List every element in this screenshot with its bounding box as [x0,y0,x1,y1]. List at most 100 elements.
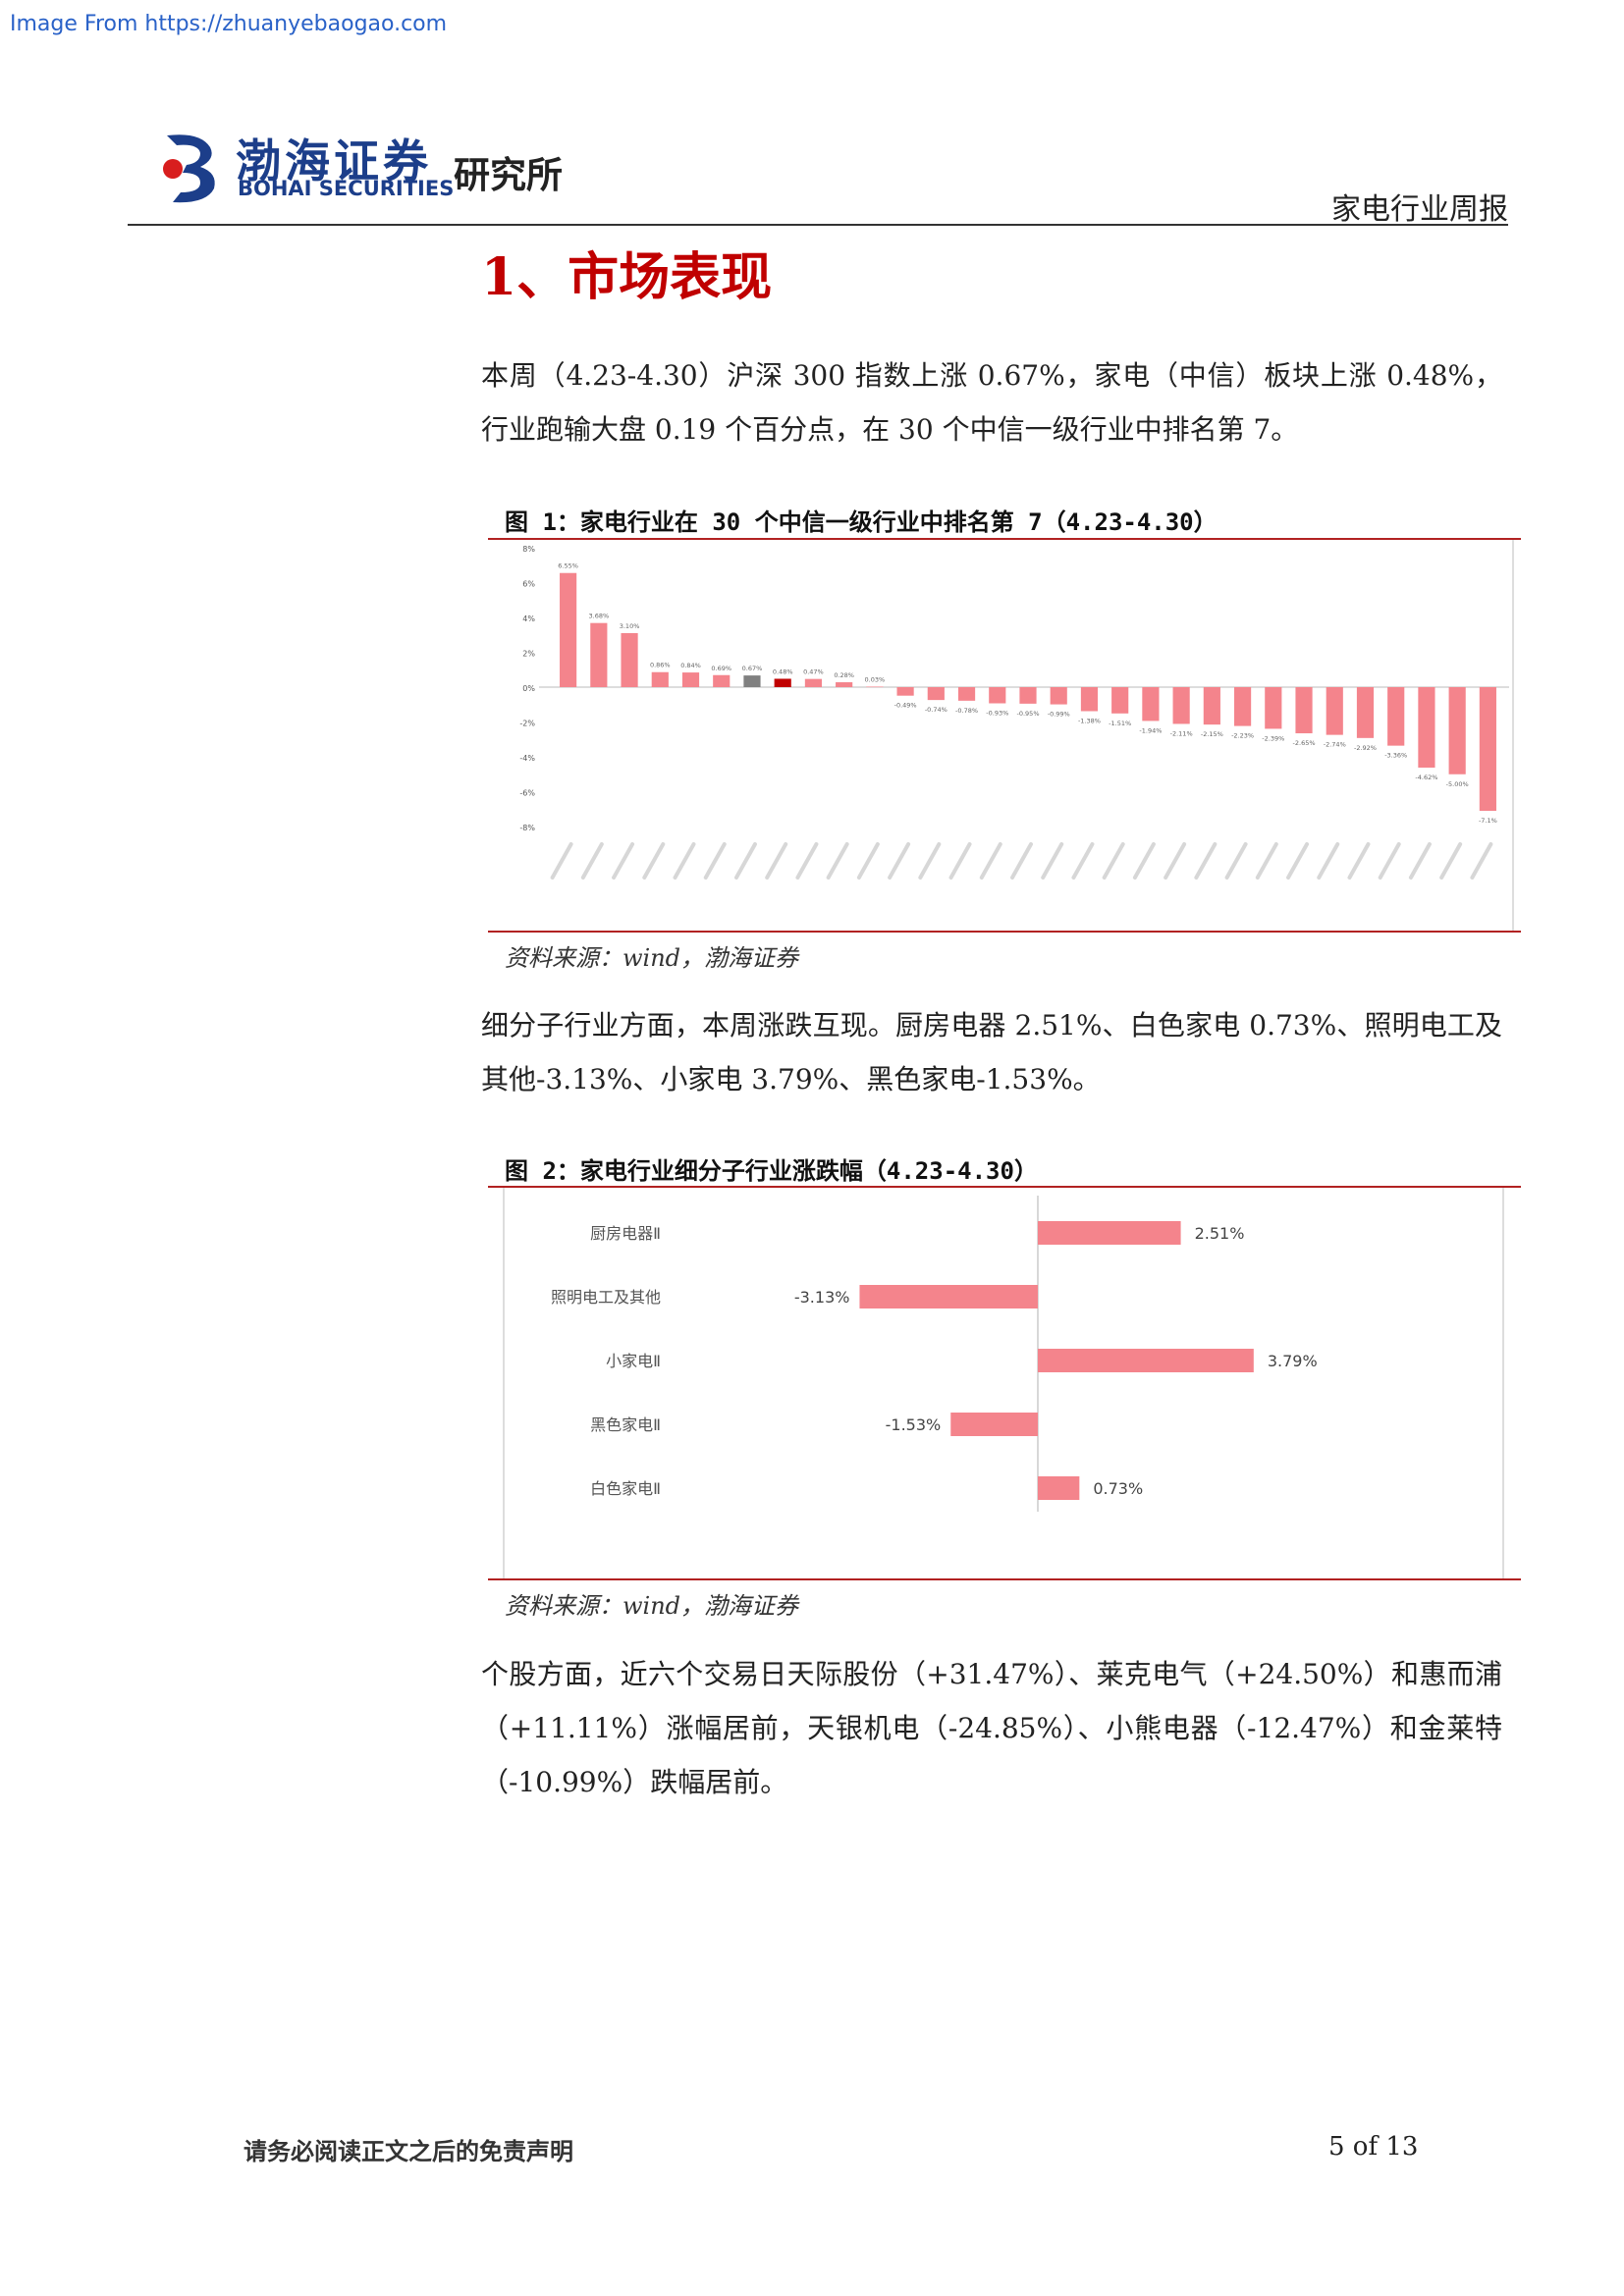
category-tick-label [888,842,911,880]
subsector-bar [1038,1476,1080,1500]
industry-bar [621,632,638,687]
category-label: 黑色家电Ⅱ [590,1415,661,1434]
y-tick-label: 6% [522,580,535,589]
bar-value-label: -7.1% [1479,817,1497,825]
subsector-change-chart: 厨房电器Ⅱ 2.51% 照明电工及其他 -3.13% 小家电Ⅱ 3.79% 黑色家电Ⅱ -1.… [503,1188,1504,1578]
bar-value-label: -1.94% [1139,726,1162,734]
category-tick-label [733,842,757,880]
category-tick-label [1347,842,1371,880]
logo-chinese-name: 渤海证券 [236,134,432,187]
y-tick-label: -8% [519,824,535,832]
industry-bar [1387,687,1405,746]
bar-value-label: -2.11% [1170,729,1193,737]
bar-value-label: -2.92% [1354,744,1377,752]
bar-value-label: 3.79% [1268,1352,1318,1370]
category-tick-label [795,842,819,880]
logo-english-name: BOHAI SECURITIES [238,177,455,200]
industry-bar [774,678,791,687]
bar-value-label: -0.49% [894,702,917,710]
industry-bar [651,671,669,687]
industry-bar [989,687,1006,704]
bar-value-label: 0.73% [1093,1479,1143,1498]
industry-bar [1356,687,1375,738]
bar-value-label: 0.47% [803,668,824,676]
industry-bar [713,674,731,687]
y-tick-label: 0% [522,684,535,693]
bar-value-label: -0.99% [1048,711,1070,719]
category-tick-label [1470,842,1493,880]
industry-bar [836,682,853,687]
category-tick-label [856,842,880,880]
category-tick-label [1439,842,1463,880]
figure2-source: 资料来源：wind，渤海证券 [505,1592,799,1620]
category-tick-label [826,842,849,880]
category-label: 小家电Ⅱ [606,1352,661,1370]
bar-value-label: 0.48% [773,667,793,675]
industry-bar [927,687,945,701]
figure2-title: 图 2：家电行业细分子行业涨跌幅（4.23-4.30） [505,1157,1038,1185]
category-tick-label [550,842,573,880]
y-tick-label: -4% [519,754,535,763]
industry-bar [1326,687,1343,735]
category-tick-label [1194,842,1218,880]
bar-value-label: 0.67% [742,665,763,672]
industry-bar [896,687,914,696]
footer-disclaimer: 请务必阅读正文之后的免责声明 [244,2137,573,2165]
industry-bar [590,622,608,687]
category-tick-label [1224,842,1248,880]
bar-value-label: -3.13% [794,1288,850,1307]
category-label: 厨房电器Ⅱ [590,1224,661,1243]
bar-value-label: 0.03% [865,675,886,683]
industry-bar [1050,687,1067,705]
bar-value-label: 3.68% [589,613,610,620]
category-tick-label [948,842,972,880]
industry-bar [1233,687,1252,726]
bar-value-label: -5.00% [1446,780,1469,788]
subsector-bar [1038,1349,1254,1372]
category-tick-label [1378,842,1401,880]
bar-value-label: -1.38% [1078,717,1101,724]
industry-bar [1295,687,1313,734]
header-divider [128,224,1508,226]
industry-bar [1479,687,1496,812]
category-tick-label [1164,842,1187,880]
figure1-title: 图 1：家电行业在 30 个中信一级行业中排名第 7（4.23-4.30） [505,508,1218,536]
category-tick-label [1041,842,1064,880]
figure1-bottom-rule [488,931,1521,933]
bar-value-label: 0.86% [650,662,671,669]
paragraph-market-summary: 本周（4.23-4.30）沪深 300 指数上涨 0.67%，家电（中信）板块上… [481,359,1502,446]
y-tick-label: 8% [522,545,535,554]
industry-bar [681,672,700,687]
category-tick-label [1071,842,1095,880]
bar-value-label: 0.28% [834,671,854,679]
institute-label: 研究所 [454,154,563,196]
industry-bar [1080,687,1099,712]
bar-value-label: -2.74% [1324,741,1346,749]
category-tick-label [673,842,696,880]
y-tick-label: -6% [519,789,535,798]
figure1-source: 资料来源：wind，渤海证券 [505,944,799,972]
industry-bar [1418,687,1435,769]
watermark-text: Image From https://zhuanyebaogao.com [10,12,448,36]
industry-bar [957,687,976,701]
industry-bar [804,678,823,687]
section-title: 1、市场表现 [481,247,773,307]
figure1-top-rule [488,538,1521,540]
category-tick-label [703,842,727,880]
bar-value-label: 0.69% [711,665,731,672]
bar-value-label: -2.65% [1293,739,1316,747]
category-label: 白色家电Ⅱ [590,1479,661,1498]
bar-value-label: -1.53% [886,1415,942,1434]
paragraph-subsector-summary: 细分子行业方面，本周涨跌互现。厨房电器 2.51%、白色家电 0.73%、照明电… [481,1009,1502,1095]
y-tick-label: -2% [519,720,535,728]
figure2-top-rule [488,1186,1521,1188]
industry-ranking-chart: 8% 6% 4% 2% 0% -2% -4% -6% -8% 6.55% 3.68% 3.10% 0.… [519,540,1514,931]
industry-bar [1448,687,1466,774]
industry-bar [1111,687,1129,714]
bar-value-label: -1.51% [1109,720,1131,727]
category-tick-label [1010,842,1033,880]
paragraph-stock-summary: 个股方面，近六个交易日天际股份（+31.47%）、莱克电气（+24.50%）和惠… [481,1658,1502,1798]
category-tick-label [612,842,635,880]
industry-bar [560,572,577,687]
category-tick-label [580,842,604,880]
